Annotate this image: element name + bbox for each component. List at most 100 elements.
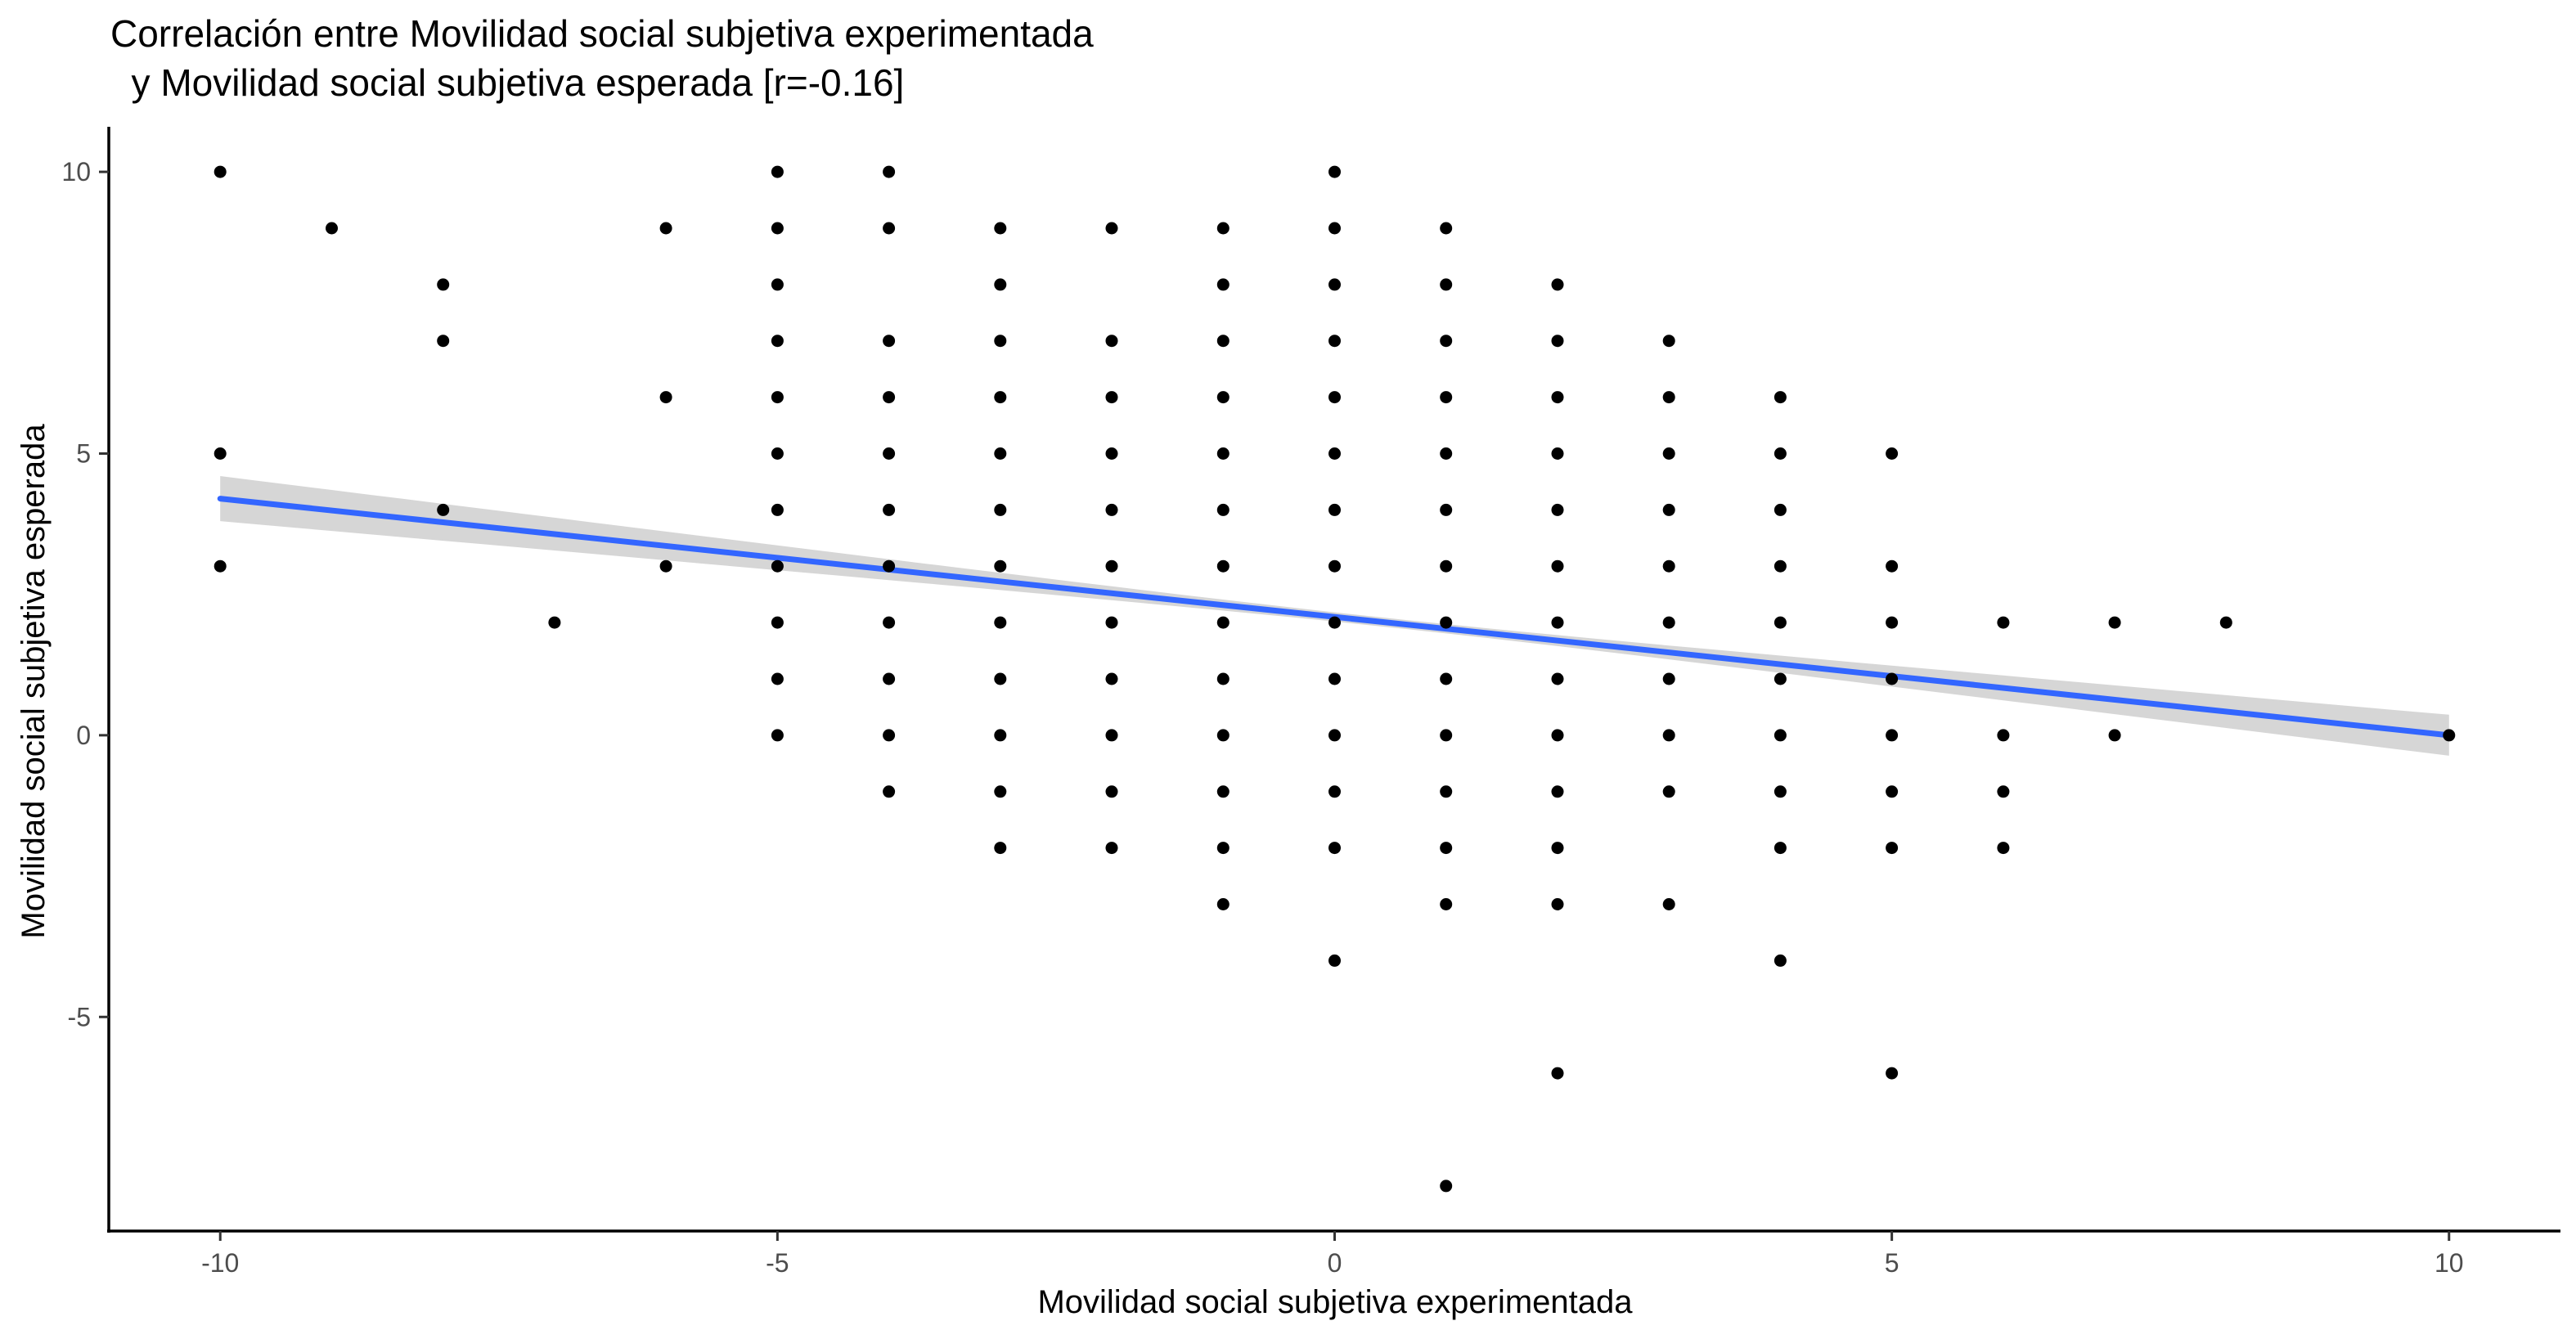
data-point — [883, 729, 896, 742]
data-point — [994, 503, 1007, 516]
data-point — [1440, 729, 1453, 742]
data-point — [1105, 559, 1118, 573]
data-point — [1774, 447, 1787, 460]
data-point — [2108, 616, 2121, 629]
data-point — [1662, 391, 1675, 404]
data-point — [994, 335, 1007, 348]
data-point — [437, 335, 450, 348]
data-point — [1440, 278, 1453, 291]
data-point — [1440, 785, 1453, 798]
data-point — [214, 165, 227, 178]
data-point — [1551, 785, 1564, 798]
data-point — [1216, 335, 1230, 348]
data-point — [1551, 729, 1564, 742]
data-point — [1328, 278, 1341, 291]
data-point — [437, 503, 450, 516]
data-point — [883, 559, 896, 573]
data-point — [883, 785, 896, 798]
data-point — [1216, 729, 1230, 742]
data-point — [1997, 842, 2010, 855]
data-point — [1662, 898, 1675, 910]
data-point — [994, 672, 1007, 685]
data-point — [659, 559, 672, 573]
data-point — [1551, 842, 1564, 855]
data-point — [1551, 1067, 1564, 1080]
data-point — [883, 222, 896, 235]
data-point — [326, 222, 338, 235]
data-point — [1886, 559, 1899, 573]
data-point — [1440, 559, 1453, 573]
data-point — [1440, 391, 1453, 404]
data-point — [994, 447, 1007, 460]
data-point — [1440, 503, 1453, 516]
y-tick-label: 10 — [61, 157, 91, 186]
data-point — [1886, 672, 1899, 685]
data-point — [771, 729, 784, 742]
data-point — [214, 559, 227, 573]
data-point — [1328, 391, 1341, 404]
data-point — [1886, 447, 1899, 460]
data-point — [771, 559, 784, 573]
data-point — [1440, 672, 1453, 685]
data-point — [1886, 785, 1899, 798]
data-point — [771, 222, 784, 235]
data-point — [1662, 503, 1675, 516]
data-point — [214, 447, 227, 460]
data-point — [1440, 447, 1453, 460]
data-point — [1328, 222, 1341, 235]
data-point — [1551, 335, 1564, 348]
data-point — [883, 672, 896, 685]
data-point — [883, 165, 896, 178]
data-point — [1440, 616, 1453, 629]
data-point — [1216, 447, 1230, 460]
x-tick-label: 5 — [1885, 1248, 1899, 1278]
data-point — [1662, 559, 1675, 573]
data-point — [883, 616, 896, 629]
data-point — [1997, 785, 2010, 798]
x-tick-label: 0 — [1328, 1248, 1342, 1278]
data-point — [1328, 503, 1341, 516]
data-point — [1551, 898, 1564, 910]
data-point — [1105, 672, 1118, 685]
data-point — [771, 616, 784, 629]
data-point — [1774, 729, 1787, 742]
y-axis-ticks: -5 0 5 10 — [61, 157, 109, 1031]
data-point — [771, 447, 784, 460]
data-point — [1662, 447, 1675, 460]
data-point — [1774, 391, 1787, 404]
data-point — [1551, 391, 1564, 404]
x-tick-label: -10 — [201, 1248, 239, 1278]
data-point — [1440, 842, 1453, 855]
data-point — [1328, 559, 1341, 573]
data-point — [1105, 842, 1118, 855]
chart-title-line-2: y Movilidad social subjetiva esperada [r… — [110, 61, 904, 104]
data-point — [1216, 559, 1230, 573]
y-tick-label: 5 — [76, 438, 91, 468]
data-point — [994, 391, 1007, 404]
data-point — [1440, 222, 1453, 235]
x-tick-label: -5 — [766, 1248, 789, 1278]
data-point — [1440, 1179, 1453, 1193]
data-point — [1551, 503, 1564, 516]
data-point — [1662, 616, 1675, 629]
data-point — [1997, 729, 2010, 742]
data-point — [883, 391, 896, 404]
data-point — [771, 165, 784, 178]
data-point — [1105, 503, 1118, 516]
data-point — [771, 391, 784, 404]
data-point — [659, 222, 672, 235]
data-point — [1662, 729, 1675, 742]
data-point — [994, 559, 1007, 573]
data-point — [1105, 447, 1118, 460]
data-point — [1216, 898, 1230, 910]
data-point — [1551, 616, 1564, 629]
y-axis-title: Movilidad social subjetiva esperada — [16, 424, 52, 939]
data-point — [1774, 842, 1787, 855]
data-point — [1328, 672, 1341, 685]
y-tick-label: -5 — [68, 1002, 91, 1031]
data-point — [1328, 616, 1341, 629]
data-point — [1105, 391, 1118, 404]
data-point — [994, 842, 1007, 855]
data-point — [1105, 616, 1118, 629]
data-point — [1997, 616, 2010, 629]
